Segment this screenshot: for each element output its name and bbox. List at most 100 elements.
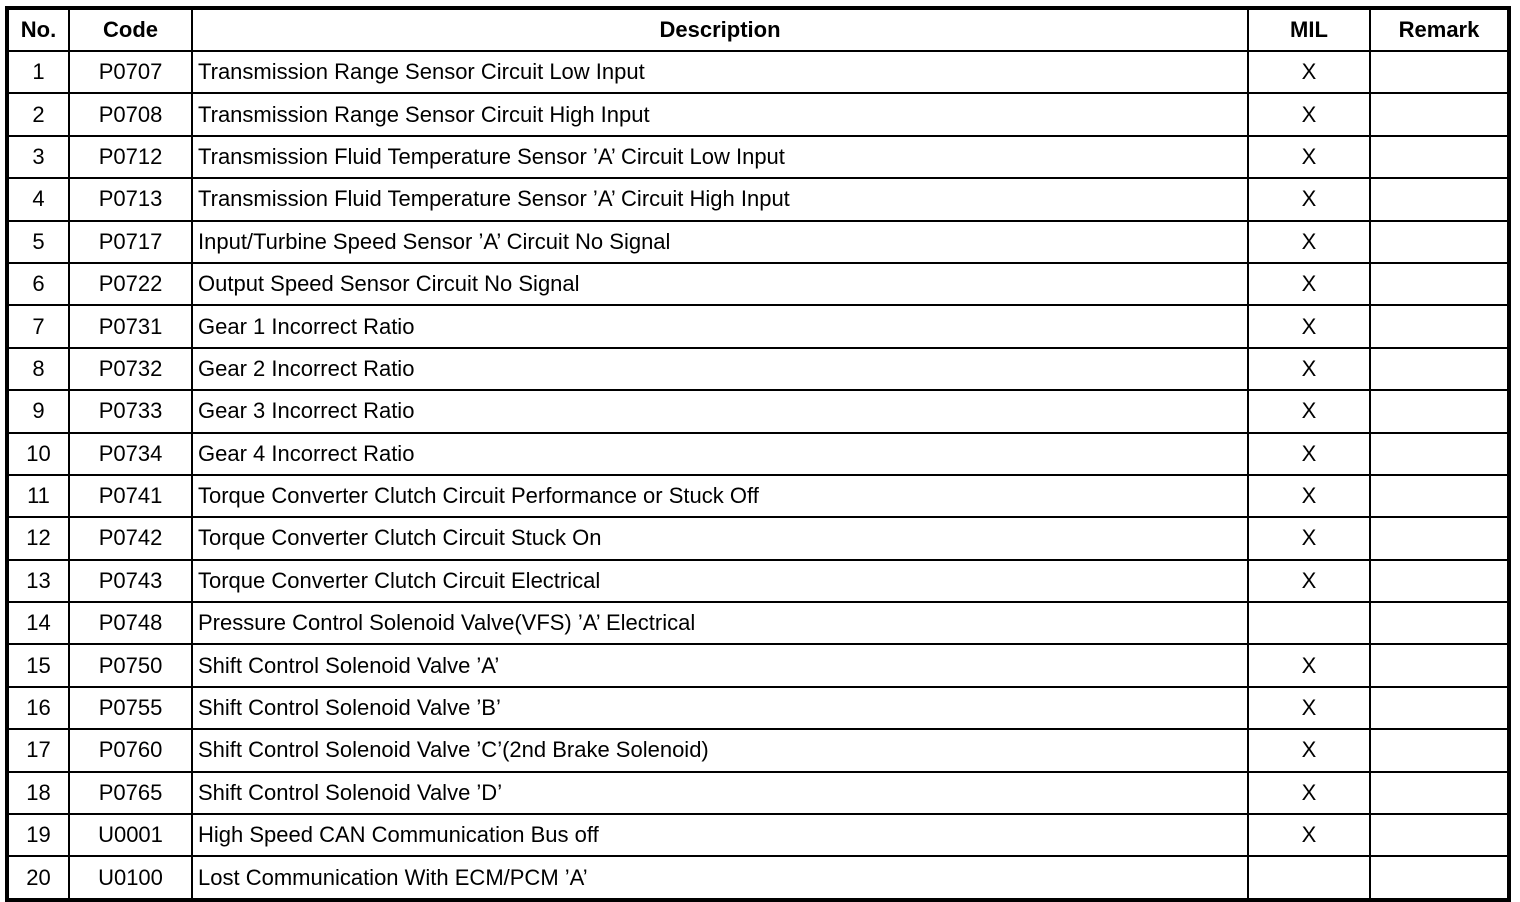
description: Output Speed Sensor Circuit No Signal <box>191 261 1249 307</box>
remark <box>1369 49 1510 95</box>
table-row: 7 P0731 Gear 1 Incorrect Ratio X <box>6 304 1510 349</box>
table-row: 18 P0765 Shift Control Solenoid Valve ’D’ X <box>6 770 1510 816</box>
mil-flag: X <box>1247 389 1371 434</box>
dtc-code: P0748 <box>68 601 193 646</box>
table-row: 15 P0750 Shift Control Solenoid Valve ’A’ X <box>6 643 1510 688</box>
row-number: 9 <box>6 389 70 434</box>
table-row: 19 U0001 High Speed CAN Communication Bus … <box>6 813 1510 858</box>
remark <box>1369 261 1510 307</box>
description: Torque Converter Clutch Circuit Performa… <box>191 473 1249 519</box>
description: Transmission Range Sensor Circuit High I… <box>191 92 1249 137</box>
dtc-code: P0741 <box>68 473 193 519</box>
mil-flag: X <box>1247 49 1371 95</box>
row-number: 14 <box>6 601 70 646</box>
mil-flag: X <box>1247 728 1371 773</box>
table-row: 14 P0748 Pressure Control Solenoid Valve(V… <box>6 601 1510 646</box>
row-number: 2 <box>6 92 70 137</box>
table-row: 20 U0100 Lost Communication With ECM/PCM ’… <box>6 855 1510 901</box>
table-row: 16 P0755 Shift Control Solenoid Valve ’B’ X <box>6 685 1510 731</box>
table-row: 12 P0742 Torque Converter Clutch Circuit S… <box>6 516 1510 561</box>
description: Gear 1 Incorrect Ratio <box>191 304 1249 349</box>
mil-flag: X <box>1247 261 1371 307</box>
dtc-code: P0765 <box>68 770 193 816</box>
description: Pressure Control Solenoid Valve(VFS) ’A’… <box>191 601 1249 646</box>
header-description: Description <box>191 7 1249 52</box>
header-code: Code <box>68 7 193 52</box>
description: High Speed CAN Communication Bus off <box>191 813 1249 858</box>
description: Lost Communication With ECM/PCM ’A’ <box>191 855 1249 901</box>
table-row: 3 P0712 Transmission Fluid Temperature Sen… <box>6 134 1510 180</box>
remark <box>1369 643 1510 688</box>
mil-flag: X <box>1247 134 1371 180</box>
remark <box>1369 389 1510 434</box>
description: Gear 2 Incorrect Ratio <box>191 346 1249 392</box>
description: Shift Control Solenoid Valve ’D’ <box>191 770 1249 816</box>
mil-flag: X <box>1247 685 1371 731</box>
table-row: 17 P0760 Shift Control Solenoid Valve ’C’(… <box>6 728 1510 773</box>
header-no: No. <box>6 7 70 52</box>
description: Input/Turbine Speed Sensor ’A’ Circuit N… <box>191 219 1249 264</box>
description: Transmission Fluid Temperature Sensor ’A… <box>191 177 1249 222</box>
table-row: 1 P0707 Transmission Range Sensor Circuit … <box>6 49 1510 95</box>
remark <box>1369 304 1510 349</box>
remark <box>1369 685 1510 731</box>
remark <box>1369 601 1510 646</box>
dtc-code: P0733 <box>68 389 193 434</box>
remark <box>1369 92 1510 137</box>
remark <box>1369 473 1510 519</box>
row-number: 12 <box>6 516 70 561</box>
row-number: 1 <box>6 49 70 95</box>
remark <box>1369 855 1510 901</box>
table-row: 4 P0713 Transmission Fluid Temperature Sen… <box>6 177 1510 222</box>
dtc-code: U0100 <box>68 855 193 901</box>
mil-flag: X <box>1247 473 1371 519</box>
dtc-code: P0732 <box>68 346 193 392</box>
remark <box>1369 813 1510 858</box>
description: Shift Control Solenoid Valve ’C’(2nd Bra… <box>191 728 1249 773</box>
description: Transmission Range Sensor Circuit Low In… <box>191 49 1249 95</box>
table-row: 2 P0708 Transmission Range Sensor Circuit … <box>6 92 1510 137</box>
dtc-code: P0760 <box>68 728 193 773</box>
mil-flag <box>1247 855 1371 901</box>
dtc-code: P0731 <box>68 304 193 349</box>
row-number: 3 <box>6 134 70 180</box>
mil-flag: X <box>1247 346 1371 392</box>
mil-flag: X <box>1247 177 1371 222</box>
table-row: 10 P0734 Gear 4 Incorrect Ratio X <box>6 431 1510 476</box>
row-number: 4 <box>6 177 70 222</box>
dtc-code: P0734 <box>68 431 193 476</box>
remark <box>1369 770 1510 816</box>
dtc-code: P0712 <box>68 134 193 180</box>
header-remark: Remark <box>1369 7 1510 52</box>
dtc-code: P0743 <box>68 558 193 604</box>
remark <box>1369 219 1510 264</box>
mil-flag: X <box>1247 219 1371 264</box>
table-row: 5 P0717 Input/Turbine Speed Sensor ’A’ Cir… <box>6 219 1510 264</box>
remark <box>1369 728 1510 773</box>
description: Gear 3 Incorrect Ratio <box>191 389 1249 434</box>
dtc-code: P0708 <box>68 92 193 137</box>
remark <box>1369 134 1510 180</box>
mil-flag: X <box>1247 558 1371 604</box>
description: Shift Control Solenoid Valve ’A’ <box>191 643 1249 688</box>
row-number: 16 <box>6 685 70 731</box>
table-row: 13 P0743 Torque Converter Clutch Circuit E… <box>6 558 1510 604</box>
description: Gear 4 Incorrect Ratio <box>191 431 1249 476</box>
dtc-table: No. Code Description MIL Remark 1 P0707 Tr… <box>5 6 1511 902</box>
row-number: 6 <box>6 261 70 307</box>
dtc-code: P0707 <box>68 49 193 95</box>
mil-flag: X <box>1247 92 1371 137</box>
mil-flag: X <box>1247 516 1371 561</box>
remark <box>1369 346 1510 392</box>
remark <box>1369 177 1510 222</box>
mil-flag: X <box>1247 643 1371 688</box>
header-row: No. Code Description MIL Remark <box>6 7 1510 52</box>
row-number: 19 <box>6 813 70 858</box>
row-number: 17 <box>6 728 70 773</box>
dtc-code: P0717 <box>68 219 193 264</box>
mil-flag <box>1247 601 1371 646</box>
description: Transmission Fluid Temperature Sensor ’A… <box>191 134 1249 180</box>
row-number: 8 <box>6 346 70 392</box>
table-row: 9 P0733 Gear 3 Incorrect Ratio X <box>6 389 1510 434</box>
mil-flag: X <box>1247 431 1371 476</box>
